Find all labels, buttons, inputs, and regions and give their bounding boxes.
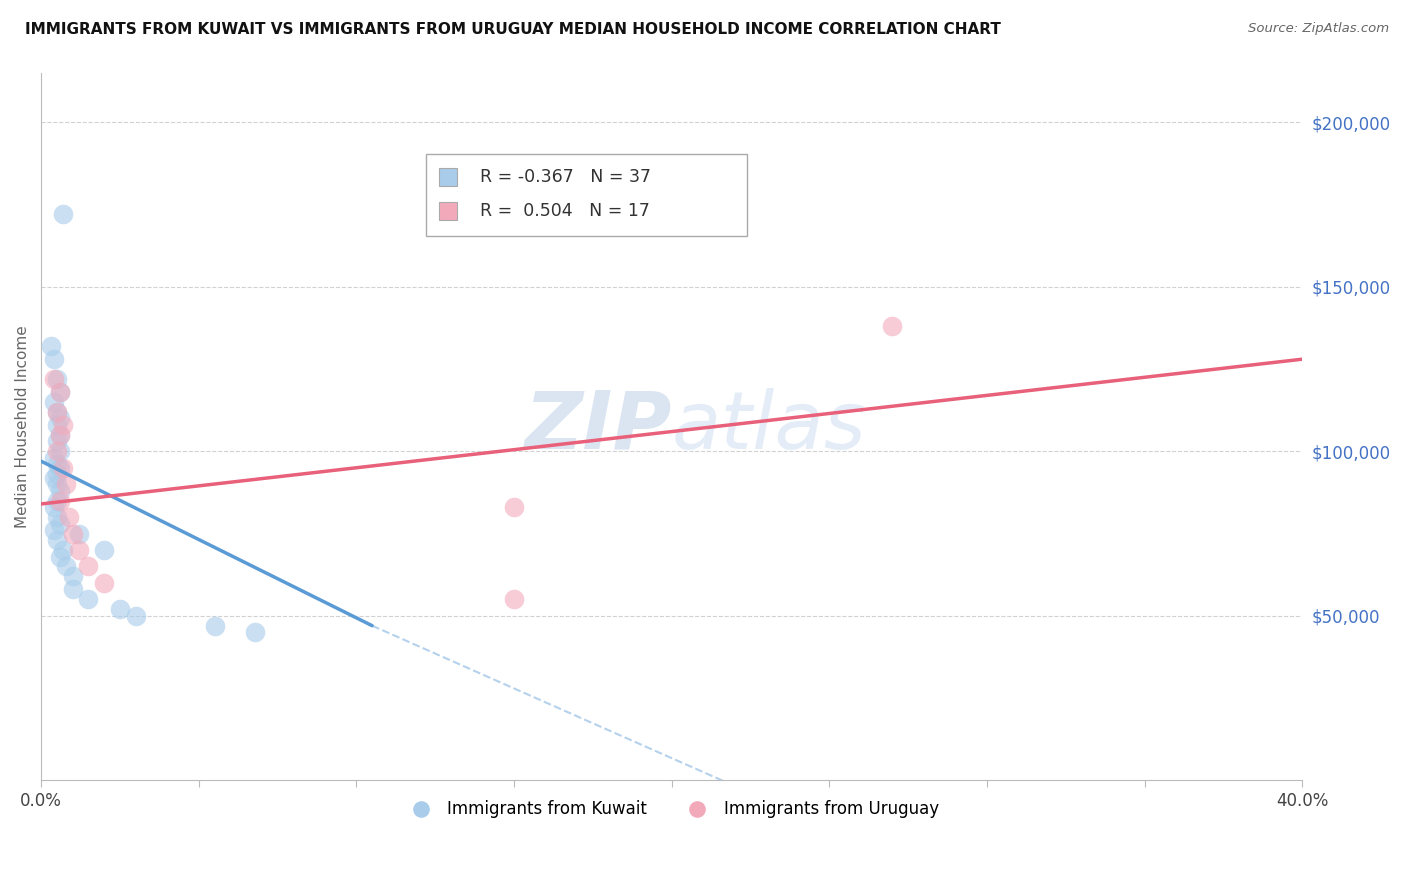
Point	[125, 608, 148, 623]
Point	[245, 625, 267, 640]
Point	[45, 434, 67, 449]
Point	[49, 460, 72, 475]
Text: atlas: atlas	[672, 388, 866, 466]
Legend: Immigrants from Kuwait, Immigrants from Uruguay: Immigrants from Kuwait, Immigrants from …	[398, 794, 946, 825]
Point	[45, 372, 67, 386]
Point	[108, 602, 131, 616]
Point	[42, 470, 65, 484]
Point	[42, 523, 65, 537]
Point	[45, 493, 67, 508]
Text: R =  0.504   N = 17: R = 0.504 N = 17	[479, 202, 650, 220]
Point	[62, 582, 84, 597]
Point	[45, 444, 67, 458]
Text: R = -0.367   N = 37: R = -0.367 N = 37	[479, 168, 651, 186]
Point	[42, 352, 65, 367]
Point	[67, 526, 90, 541]
Point	[52, 417, 75, 432]
Y-axis label: Median Household Income: Median Household Income	[15, 326, 30, 528]
Point	[45, 467, 67, 482]
Point	[45, 510, 67, 524]
Text: ZIP: ZIP	[524, 388, 672, 466]
Point	[882, 319, 904, 334]
Point	[42, 372, 65, 386]
Point	[45, 458, 67, 472]
Point	[49, 516, 72, 531]
Point	[42, 395, 65, 409]
Point	[42, 450, 65, 465]
Point	[55, 477, 77, 491]
FancyBboxPatch shape	[426, 154, 748, 235]
Point	[42, 500, 65, 515]
Point	[49, 549, 72, 564]
Point	[503, 592, 526, 607]
Point	[49, 444, 72, 458]
Point	[49, 385, 72, 400]
Point	[45, 405, 67, 419]
Point	[204, 618, 226, 632]
Point	[52, 207, 75, 221]
Point	[49, 428, 72, 442]
Point	[67, 543, 90, 558]
Point	[45, 417, 67, 432]
Point	[45, 477, 67, 491]
Point	[503, 500, 526, 515]
Text: Source: ZipAtlas.com: Source: ZipAtlas.com	[1249, 22, 1389, 36]
Point	[93, 543, 115, 558]
Point	[93, 575, 115, 590]
Point	[49, 428, 72, 442]
Point	[52, 460, 75, 475]
Point	[45, 533, 67, 548]
Point	[49, 483, 72, 498]
Point	[49, 493, 72, 508]
Point	[77, 559, 100, 574]
Point	[52, 543, 75, 558]
Point	[58, 510, 80, 524]
Point	[45, 405, 67, 419]
Text: IMMIGRANTS FROM KUWAIT VS IMMIGRANTS FROM URUGUAY MEDIAN HOUSEHOLD INCOME CORREL: IMMIGRANTS FROM KUWAIT VS IMMIGRANTS FRO…	[25, 22, 1001, 37]
Point	[39, 339, 62, 353]
Point	[62, 569, 84, 583]
Point	[49, 385, 72, 400]
Point	[77, 592, 100, 607]
Point	[55, 559, 77, 574]
Point	[62, 526, 84, 541]
Point	[49, 411, 72, 425]
